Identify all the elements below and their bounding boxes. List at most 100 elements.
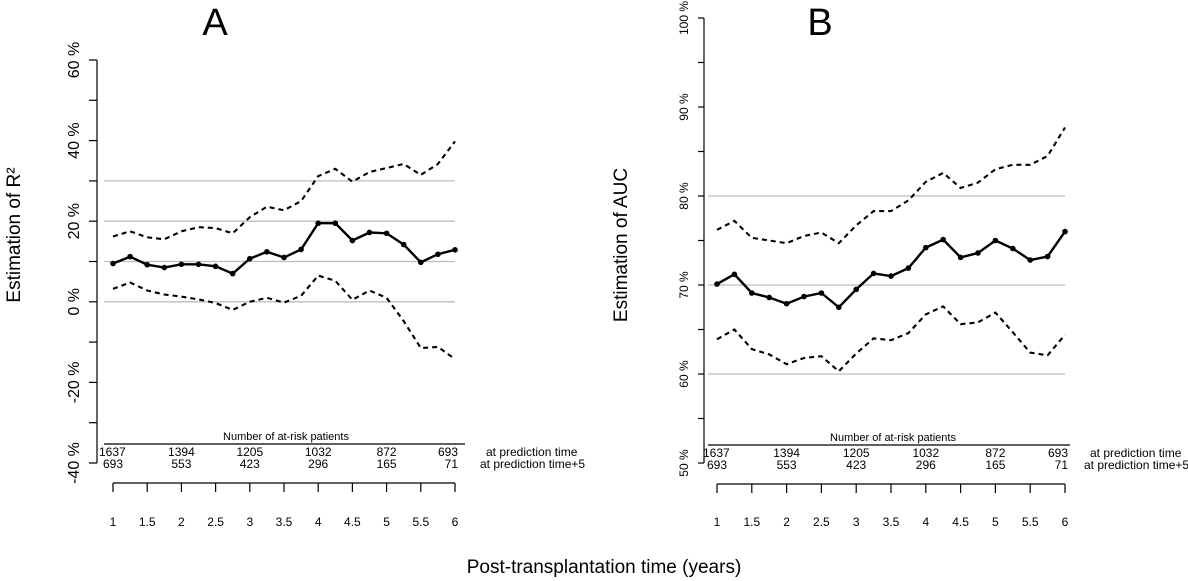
x-tick-label: 4 bbox=[922, 515, 929, 529]
at-risk-count-prediction: 872 bbox=[377, 445, 397, 459]
estimate-point bbox=[195, 261, 202, 268]
estimate-point bbox=[281, 254, 287, 261]
x-axis-title: Post-transplantation time (years) bbox=[467, 557, 742, 578]
estimate-point bbox=[905, 265, 912, 271]
y-tick-label: 60 % bbox=[677, 360, 691, 388]
x-tick-label: 1 bbox=[714, 515, 721, 529]
panel-a: A Estimation of R² -40 % -20 % 0 % 20 % 40 % 60… bbox=[4, 2, 585, 529]
x-tick-label: 1 bbox=[110, 515, 117, 529]
estimate-point bbox=[418, 259, 424, 266]
estimate-point bbox=[400, 241, 407, 248]
estimate-point bbox=[731, 271, 738, 278]
at-risk-header: Number of at-risk patients bbox=[830, 432, 956, 444]
estimate-point bbox=[1027, 257, 1033, 263]
x-tick-label: 2.5 bbox=[207, 515, 224, 529]
x-tick-label: 4.5 bbox=[952, 515, 969, 529]
estimate-point bbox=[801, 293, 807, 300]
x-tick-label: 2 bbox=[178, 515, 185, 529]
at-risk-count-prediction-plus5: 165 bbox=[985, 458, 1005, 472]
estimate-point bbox=[212, 263, 219, 270]
x-tick-label: 2.5 bbox=[813, 515, 830, 529]
at-risk-count-prediction: 693 bbox=[1048, 446, 1068, 460]
y-tick-label: 40 % bbox=[66, 122, 83, 158]
y-tick-label: 20 % bbox=[66, 203, 83, 239]
at-risk-count-prediction: 1637 bbox=[703, 446, 730, 460]
at-risk-count-prediction-plus5: 296 bbox=[916, 458, 936, 472]
x-tick-label: 4.5 bbox=[344, 515, 361, 529]
estimate-point bbox=[836, 304, 842, 311]
estimate-point bbox=[229, 270, 236, 277]
estimate-point bbox=[178, 261, 185, 268]
x-tick-label: 6 bbox=[452, 515, 459, 529]
estimate-point bbox=[247, 255, 253, 262]
x-tick-label: 4 bbox=[315, 515, 322, 529]
y-tick-label: 70 % bbox=[677, 271, 691, 299]
at-risk-count-prediction-plus5: 423 bbox=[846, 458, 866, 472]
at-risk-row1-label: at prediction time bbox=[486, 445, 578, 459]
x-tick-label: 5.5 bbox=[1022, 515, 1039, 529]
estimate-point bbox=[749, 290, 755, 296]
at-risk-count-prediction-plus5: 71 bbox=[445, 457, 459, 471]
estimate-point bbox=[383, 230, 390, 237]
at-risk-count-prediction-plus5: 423 bbox=[240, 457, 260, 471]
at-risk-count-prediction: 693 bbox=[438, 445, 458, 459]
estimate-point bbox=[161, 264, 168, 271]
estimate-point bbox=[110, 260, 116, 267]
estimate-point bbox=[957, 254, 964, 261]
at-risk-count-prediction-plus5: 553 bbox=[171, 457, 191, 471]
y-tick-label: 80 % bbox=[677, 182, 691, 210]
at-risk-row1-label: at prediction time bbox=[1090, 446, 1182, 460]
x-tick-label: 5.5 bbox=[412, 515, 429, 529]
estimate-point bbox=[714, 281, 720, 287]
at-risk-header: Number of at-risk patients bbox=[223, 431, 349, 443]
estimate-point bbox=[315, 220, 322, 227]
at-risk-count-prediction: 872 bbox=[985, 446, 1005, 460]
upper-ci-line bbox=[112, 140, 456, 241]
estimate-point bbox=[870, 270, 877, 277]
y-tick-label: 50 % bbox=[677, 449, 691, 477]
x-tick-label: 1.5 bbox=[139, 515, 156, 529]
at-risk-count-prediction: 1205 bbox=[843, 446, 870, 460]
estimate-point bbox=[783, 300, 790, 307]
estimate-point bbox=[975, 250, 981, 256]
estimate-point bbox=[818, 290, 825, 296]
x-tick-label: 3 bbox=[853, 515, 860, 529]
x-tick-label: 3.5 bbox=[883, 515, 900, 529]
estimate-point bbox=[298, 246, 304, 253]
estimate-point bbox=[452, 247, 458, 253]
x-tick-label: 2 bbox=[783, 515, 790, 529]
estimate-point bbox=[940, 236, 946, 243]
at-risk-count-prediction: 1394 bbox=[773, 446, 800, 460]
x-tick-label: 1.5 bbox=[743, 515, 760, 529]
estimate-point bbox=[127, 253, 133, 260]
x-tick-label: 6 bbox=[1062, 515, 1069, 529]
estimate-point bbox=[1062, 228, 1068, 235]
at-risk-count-prediction: 1205 bbox=[236, 445, 263, 459]
upper-ci-line bbox=[716, 126, 1066, 245]
lower-ci-line bbox=[112, 274, 456, 360]
estimate-point bbox=[766, 294, 772, 301]
at-risk-count-prediction: 1637 bbox=[99, 445, 126, 459]
estimate-point bbox=[366, 229, 373, 236]
y-axis-label: Estimation of R² bbox=[4, 167, 25, 302]
y-tick-label: -20 % bbox=[66, 362, 83, 404]
x-tick-label: 3.5 bbox=[276, 515, 293, 529]
estimate-point bbox=[923, 244, 929, 251]
estimate-point bbox=[853, 286, 859, 293]
estimate-point bbox=[888, 273, 894, 279]
estimate-point bbox=[332, 220, 339, 227]
at-risk-count-prediction-plus5: 165 bbox=[377, 457, 397, 471]
y-tick-label: 90 % bbox=[677, 93, 691, 121]
y-tick-label: -40 % bbox=[66, 442, 83, 484]
at-risk-count-prediction-plus5: 71 bbox=[1055, 458, 1069, 472]
estimate-point bbox=[1044, 253, 1051, 260]
y-axis-label: Estimation of AUC bbox=[611, 168, 632, 322]
at-risk-row2-label: at prediction time+5 bbox=[480, 457, 585, 471]
panel-title: B bbox=[807, 2, 832, 44]
at-risk-count-prediction: 1394 bbox=[168, 445, 195, 459]
estimate-point bbox=[435, 251, 441, 258]
panel-title: A bbox=[202, 2, 228, 44]
at-risk-count-prediction-plus5: 693 bbox=[103, 457, 123, 471]
at-risk-row2-label: at prediction time+5 bbox=[1084, 458, 1188, 472]
y-tick-label: 60 % bbox=[66, 42, 83, 78]
